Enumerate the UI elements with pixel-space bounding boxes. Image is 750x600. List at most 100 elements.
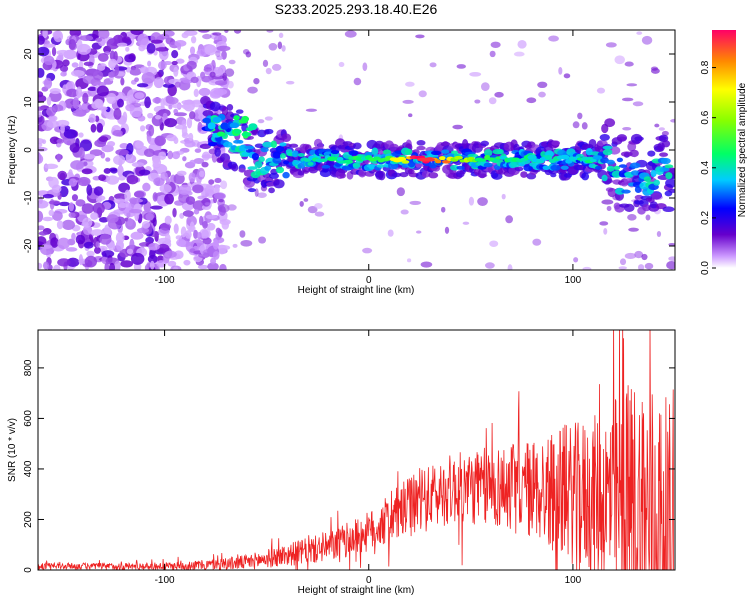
spectrogram-noise-cell [103,168,111,174]
spectrogram-signal-cell [273,179,285,189]
spectrogram-signal-cell [550,164,561,171]
spectrogram-noise-cell [268,43,278,51]
spectrogram-noise-cell [81,203,94,214]
spectrogram-noise-cell [205,189,215,197]
spectrogram-signal-cell [647,150,656,157]
spectrogram-noise-cell [494,91,504,98]
spectrogram-signal-cell [320,158,328,162]
spectrogram-signal-cell [662,206,675,213]
spectrogram-noise-cell [148,242,160,251]
spectrogram-y-label: Frequency (Hz) [7,116,18,185]
y-tick-label: 0 [23,567,34,573]
y-tick-label: -20 [23,238,34,253]
x-tick-label: 100 [565,275,582,286]
spectrogram-noise-cell [155,115,162,120]
spectrogram-noise-cell [62,59,70,67]
spectrogram-noise-cell [152,97,163,104]
spectrogram-noise-cell [136,83,149,88]
spectrogram-noise-cell [186,215,197,227]
spectrogram-noise-cell [245,51,252,58]
spectrogram-noise-cell [204,202,211,206]
spectrogram-signal-cell [242,151,250,157]
spectrogram-signal-cell [244,145,255,150]
spectrogram-signal-cell [560,165,569,170]
spectrogram-noise-cell [281,45,286,52]
spectrogram-signal-cell [450,164,459,171]
spectrogram-noise-cell [216,45,231,52]
spectrogram-noise-cell [152,192,158,202]
spectrogram-noise-cell [164,233,171,244]
colorbar-tick-label: 0.6 [700,110,711,124]
spectrogram-noise-cell [90,123,97,133]
spectrogram-noise-cell [48,209,55,216]
spectrogram-signal-cell [226,103,234,111]
spectrogram-noise-cell [563,73,571,79]
spectrogram-noise-cell [43,77,53,89]
spectrogram-noise-cell [49,88,61,95]
spectrogram-noise-cell [105,157,111,162]
spectrogram-noise-cell [193,158,205,165]
spectrogram-signal-cell [241,122,249,132]
snr-y-ticks: 0 200 400 600 800 [23,359,675,573]
spectrogram-signal-cell [238,168,246,173]
spectrogram-noise-cell [658,127,665,131]
spectrogram-noise-cell [38,106,45,111]
spectrogram-signal-cell [241,115,250,123]
spectrogram-noise-cell [202,197,211,207]
spectrogram-noise-cell [627,214,637,221]
spectrogram-noise-cell [637,264,645,270]
spectrogram-noise-cell [97,64,106,71]
spectrogram-noise-cell [247,86,258,94]
spectrogram-noise-cell [86,184,93,196]
spectrogram-noise-cell [192,184,204,194]
spectrogram-noise-cell [513,51,525,57]
spectrogram-noise-cell [184,229,192,239]
spectrogram-noise-cell [501,193,506,200]
spectrogram-noise-cell [171,50,179,59]
spectrogram-signal-cell [629,149,639,158]
spectrogram-signal-cell [275,166,285,174]
spectrogram-noise-cell [159,200,166,207]
spectrogram-noise-cell [130,231,144,240]
spectrogram-noise-cell [81,103,88,110]
spectrogram-noise-cell [188,172,196,183]
spectrogram-noise-cell [181,132,189,139]
spectrogram-signal-cell [668,188,675,193]
spectrogram-noise-cell [599,221,609,226]
spectrogram-noise-cell [149,260,155,270]
spectrogram-noise-cell [95,37,103,42]
spectrogram-noise-cell [160,98,165,110]
spectrogram-noise-cell [489,240,499,247]
spectrogram-noise-cell [164,250,177,258]
spectrogram-noise-cell [303,198,309,202]
spectrogram-noise-cell [198,87,211,97]
spectrogram-noise-cell [173,173,185,185]
spectrogram-noise-cell [185,196,196,205]
spectrogram-noise-cell [167,97,179,105]
spectrogram-noise-cell [618,266,627,270]
spectrogram-noise-cell [136,227,150,234]
spectrogram-noise-cell [408,113,413,118]
spectrogram-noise-cell [162,83,175,88]
spectrogram-noise-cell [48,115,58,122]
spectrogram-noise-cell [153,77,164,89]
spectrogram-noise-cell [147,60,152,67]
spectrogram-noise-cell [94,98,104,109]
spectrogram-signal-cell [514,166,524,172]
spectrogram-noise-cell [83,61,94,66]
spectrogram-noise-cell [98,136,109,143]
spectrogram-noise-cell [214,80,228,86]
spectrogram-noise-cell [654,123,660,128]
spectrogram-noise-cell [650,66,659,71]
spectrogram-noise-cell [174,81,181,88]
spectrogram-noise-cell [202,237,212,245]
spectrogram-noise-cell [605,42,617,48]
spectrogram-noise-cell [207,262,219,270]
spectrogram-noise-cell [95,197,103,203]
spectrogram-noise-cell [601,199,614,205]
snr-x-ticks: -100 0 100 [155,330,582,586]
spectrogram-signal-cell [483,162,493,168]
spectrogram-signal-cell [254,161,263,169]
spectrogram-noise-cell [305,108,318,112]
spectrogram-noise-cell [52,210,63,221]
